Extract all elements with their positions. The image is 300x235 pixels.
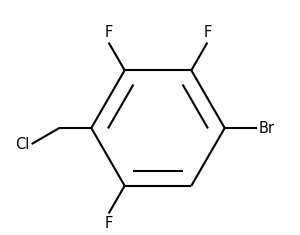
- Text: Br: Br: [259, 121, 275, 136]
- Text: F: F: [104, 216, 113, 231]
- Text: F: F: [104, 25, 113, 40]
- Text: Cl: Cl: [15, 137, 29, 152]
- Text: F: F: [203, 25, 212, 40]
